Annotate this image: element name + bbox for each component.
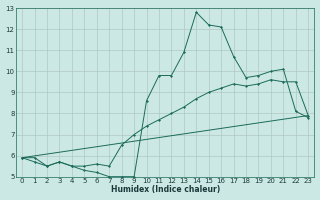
- X-axis label: Humidex (Indice chaleur): Humidex (Indice chaleur): [111, 185, 220, 194]
